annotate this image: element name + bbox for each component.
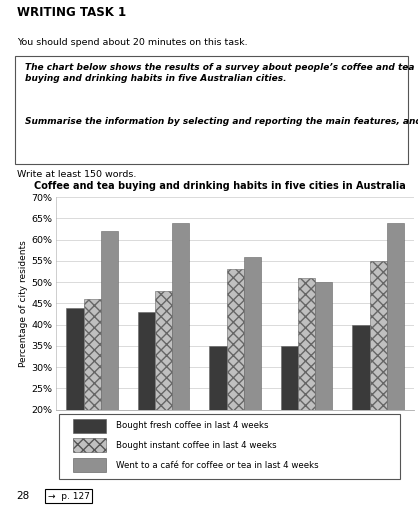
Text: WRITING TASK 1: WRITING TASK 1 [17, 6, 126, 18]
Bar [209, 346, 227, 495]
Bar [370, 261, 387, 495]
Bar [138, 312, 155, 495]
Bar [387, 223, 404, 495]
Text: The chart below shows the results of a survey about people’s coffee and tea buyi: The chart below shows the results of a s… [25, 63, 415, 83]
FancyBboxPatch shape [15, 56, 408, 164]
Y-axis label: Percentage of city residents: Percentage of city residents [19, 240, 28, 367]
Text: Bought instant coffee in last 4 weeks: Bought instant coffee in last 4 weeks [116, 441, 277, 450]
Bar [84, 299, 101, 495]
Text: You should spend about 20 minutes on this task.: You should spend about 20 minutes on thi… [17, 38, 247, 47]
Bar [66, 308, 84, 495]
Text: Summarise the information by selecting and reporting the main features, and make: Summarise the information by selecting a… [25, 117, 418, 125]
Text: Bought fresh coffee in last 4 weeks: Bought fresh coffee in last 4 weeks [116, 421, 269, 430]
Text: Write at least 150 words.: Write at least 150 words. [17, 170, 136, 180]
Text: Coffee and tea buying and drinking habits in five cities in Australia: Coffee and tea buying and drinking habit… [34, 181, 405, 191]
Bar [352, 325, 370, 495]
Text: Went to a café for coffee or tea in last 4 weeks: Went to a café for coffee or tea in last… [116, 461, 319, 470]
Bar [244, 257, 261, 495]
Bar [155, 291, 172, 495]
Text: 28: 28 [17, 490, 30, 501]
Bar [101, 231, 118, 495]
FancyBboxPatch shape [59, 414, 400, 479]
Bar [298, 278, 315, 495]
Bar [73, 458, 106, 472]
Bar [73, 419, 106, 433]
Bar [227, 269, 244, 495]
Bar [281, 346, 298, 495]
Text: →  p. 127: → p. 127 [48, 492, 89, 501]
Bar [172, 223, 189, 495]
Bar [315, 282, 332, 495]
Bar [73, 438, 106, 453]
